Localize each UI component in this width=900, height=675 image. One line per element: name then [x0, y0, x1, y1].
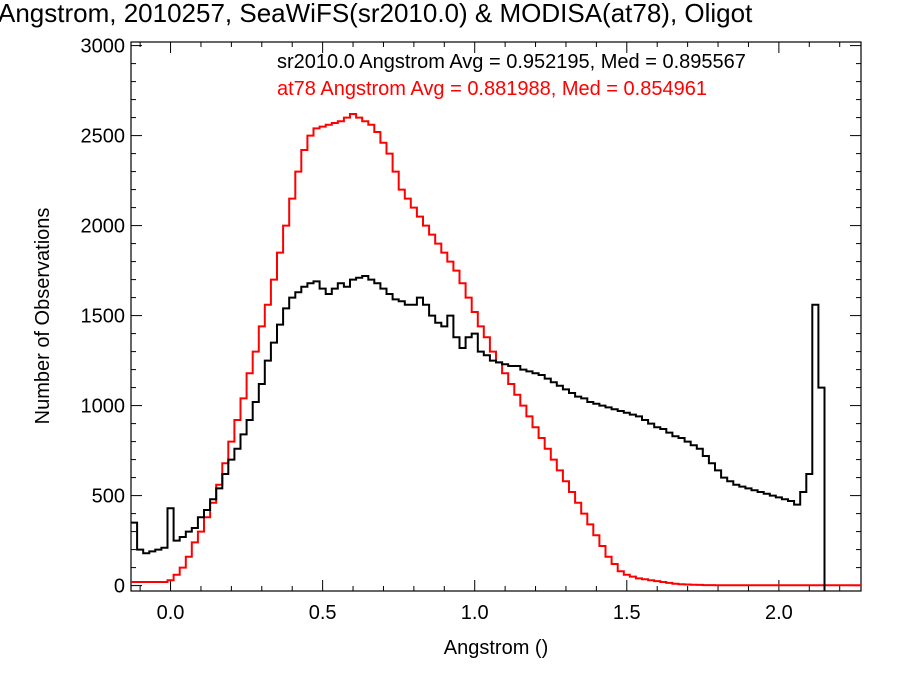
axis-tick-labels: 0.0 0.5 1.0 1.5 2.0 0 500 1000 1500 2000 2500 3000 — [81, 36, 793, 624]
y-tick-label: 2000 — [81, 216, 126, 238]
plot-frame — [130, 41, 862, 592]
x-tick-label: 2.0 — [765, 602, 793, 624]
y-tick-label: 3000 — [81, 36, 126, 58]
x-tick-label: 0.0 — [157, 602, 185, 624]
y-tick-label: 1500 — [81, 306, 126, 328]
plot-area — [130, 41, 862, 592]
y-tick-label: 2500 — [81, 126, 126, 148]
x-tick-label: 1.0 — [461, 602, 489, 624]
series-line-sr2010-0 — [131, 275, 826, 591]
x-tick-label: 1.5 — [613, 602, 641, 624]
y-tick-label: 1000 — [81, 396, 126, 418]
y-axis-label: Number of Observations — [32, 208, 54, 425]
axis-ticks — [131, 42, 861, 591]
legend-entry-sr2010: sr2010.0 Angstrom Avg = 0.952195, Med = … — [277, 51, 746, 73]
chart-title: Angstrom, 2010257, SeaWiFS(sr2010.0) & M… — [0, 0, 753, 28]
legend-entry-at78: at78 Angstrom Avg = 0.881988, Med = 0.85… — [277, 78, 707, 100]
series-layer — [131, 113, 861, 591]
y-tick-label: 500 — [92, 486, 125, 508]
x-axis-label: Angstrom () — [444, 637, 548, 659]
y-tick-label: 0 — [114, 576, 125, 598]
series-line-at78 — [131, 113, 861, 587]
x-tick-label: 0.5 — [309, 602, 337, 624]
